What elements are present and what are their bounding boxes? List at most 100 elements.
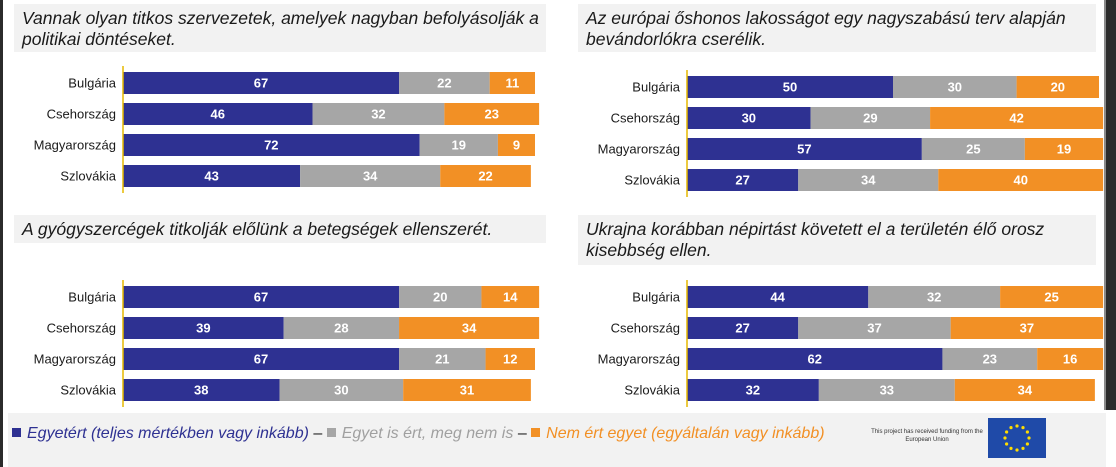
- bar-segment-neutral: [868, 286, 1001, 308]
- star-icon: [1027, 436, 1031, 440]
- bar-segment-agree: [123, 379, 280, 401]
- chart-panel-4: Bulgária 44 32 25 Csehország 27 37 37 Magyarorsz…: [560, 278, 1104, 407]
- bar-segment-agree: [687, 317, 799, 339]
- category-label: Csehország: [611, 111, 680, 126]
- data-label: 32: [371, 107, 385, 122]
- bar-segment-neutral: [942, 348, 1038, 370]
- category-label: Csehország: [47, 321, 116, 336]
- star-icon: [1005, 442, 1009, 446]
- bar-segment-agree: [687, 286, 869, 308]
- data-label: 12: [503, 352, 517, 367]
- chart-title-3: A gyógyszercégek titkolják előlünk a bet…: [14, 215, 546, 243]
- category-label: Csehország: [47, 107, 116, 122]
- data-label: 46: [211, 107, 225, 122]
- bar-segment-neutral: [399, 348, 486, 370]
- data-label: 33: [880, 383, 894, 398]
- data-label: 9: [513, 138, 520, 153]
- bar-segment-disagree: [399, 317, 540, 339]
- bar-segment-disagree: [1037, 348, 1104, 370]
- legend-swatch-neutral: [326, 428, 336, 437]
- chart-panel-3: Bulgária 67 20 14 Csehország 39 28 34 Magyarorsz…: [0, 278, 560, 407]
- data-label: 62: [807, 352, 821, 367]
- bar-segment-neutral: [399, 72, 490, 94]
- data-label: 57: [797, 142, 811, 157]
- legend-swatch-disagree: [531, 428, 541, 437]
- bar-segment-agree: [687, 379, 819, 401]
- bar-segment-disagree: [938, 169, 1104, 191]
- bar-segment-agree: [687, 76, 893, 98]
- bar-segment-agree: [687, 169, 799, 191]
- star-icon: [1025, 430, 1029, 434]
- data-label: 32: [746, 383, 760, 398]
- bar-segment-agree: [123, 317, 284, 339]
- data-label: 19: [1057, 142, 1071, 157]
- right-edge-border: [1106, 0, 1116, 410]
- data-label: 11: [505, 76, 519, 91]
- data-label: 25: [966, 142, 980, 157]
- data-label: 34: [861, 173, 876, 188]
- bar-segment-agree: [687, 107, 811, 129]
- bar-segment-disagree: [950, 317, 1104, 339]
- data-label: 34: [363, 169, 378, 184]
- bar-segment-agree: [123, 286, 400, 308]
- bar-segment-disagree: [1016, 76, 1099, 98]
- category-label: Magyarország: [34, 352, 116, 367]
- star-icon: [1003, 436, 1007, 440]
- category-label: Csehország: [611, 321, 680, 336]
- bar-segment-disagree: [489, 72, 535, 94]
- eu-flag-logo: [988, 418, 1046, 458]
- bar-segment-neutral: [419, 134, 498, 156]
- data-label: 30: [334, 383, 348, 398]
- data-label: 37: [1020, 321, 1034, 336]
- legend-item-neutral: Egyet is ért, meg nem is: [326, 425, 514, 442]
- funding-notice: This project has received funding from t…: [871, 429, 983, 443]
- data-label: 67: [254, 290, 268, 305]
- data-label: 40: [1013, 173, 1027, 188]
- legend-label-neutral: Egyet is ért, meg nem is: [341, 425, 514, 442]
- data-label: 28: [334, 321, 348, 336]
- category-label: Szlovákia: [60, 169, 116, 184]
- bar-segment-neutral: [283, 317, 400, 339]
- data-label: 22: [437, 76, 451, 91]
- bar-segment-neutral: [893, 76, 1017, 98]
- bar-segment-agree: [687, 138, 922, 160]
- data-label: 27: [735, 321, 749, 336]
- bar-segment-neutral: [399, 286, 482, 308]
- chart-title-1: Vannak olyan titkos szervezetek, amelyek…: [14, 4, 546, 52]
- legend-swatch-agree: [12, 428, 21, 437]
- bar-segment-agree: [123, 134, 420, 156]
- star-icon: [1005, 430, 1009, 434]
- data-label: 16: [1063, 352, 1077, 367]
- bar-segment-disagree: [1000, 286, 1104, 308]
- stacked-bar-chart-2: Bulgária 50 30 20 Csehország 30 29 42 Magyarorsz…: [598, 70, 1104, 197]
- data-label: 25: [1044, 290, 1058, 305]
- chart-title-2: Az európai őshonos lakosságot egy nagysz…: [578, 4, 1096, 52]
- data-label: 19: [452, 138, 466, 153]
- bar-segment-agree: [123, 165, 301, 187]
- data-label: 29: [863, 111, 877, 126]
- bar-segment-neutral: [798, 317, 951, 339]
- star-icon: [1015, 448, 1019, 452]
- bar-segment-disagree: [954, 379, 1095, 401]
- data-label: 27: [735, 173, 749, 188]
- data-label: 34: [1018, 383, 1033, 398]
- bar-segment-neutral: [300, 165, 441, 187]
- data-label: 44: [770, 290, 785, 305]
- star-icon: [1015, 424, 1019, 428]
- bar-segment-disagree: [930, 107, 1104, 129]
- bar-segment-neutral: [921, 138, 1025, 160]
- data-label: 22: [478, 169, 492, 184]
- legend-separator: –: [313, 425, 323, 442]
- bar-segment-agree: [123, 72, 400, 94]
- legend-item-disagree: Nem ért egyet (egyáltalán vagy inkább): [531, 425, 825, 442]
- data-label: 34: [462, 321, 477, 336]
- category-label: Bulgária: [68, 290, 116, 305]
- chart-panel-2: Bulgária 50 30 20 Csehország 30 29 42 Magyarorsz…: [560, 68, 1104, 197]
- data-label: 50: [783, 80, 797, 95]
- bar-segment-disagree: [403, 379, 531, 401]
- star-icon: [1021, 426, 1025, 430]
- data-label: 14: [503, 290, 518, 305]
- right-edge-line: [1104, 0, 1106, 410]
- category-label: Szlovákia: [60, 383, 116, 398]
